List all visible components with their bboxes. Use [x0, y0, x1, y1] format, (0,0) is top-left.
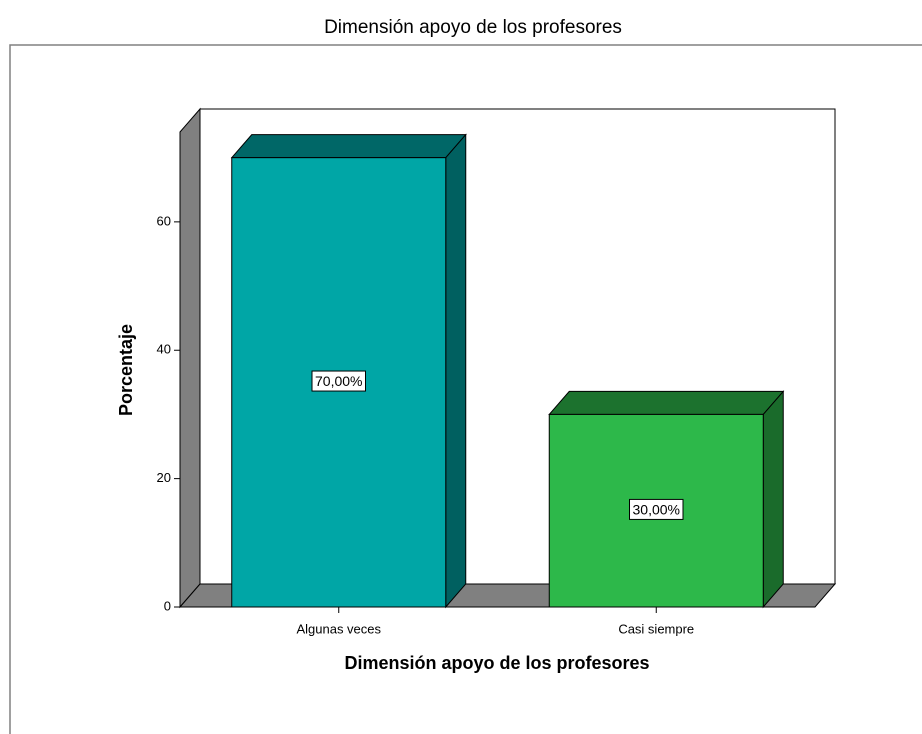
value-label: 30,00%	[633, 501, 680, 517]
bar-side	[762, 390, 784, 609]
value-label-box	[311, 370, 366, 392]
plot: 0 20 40 60 Algunas veces 70,00% Casi siempre 30…	[157, 107, 837, 636]
left-wall	[179, 107, 201, 609]
chart-title: Dimensión apoyo de los profesores	[324, 17, 622, 38]
y-axis-label: Porcentaje	[116, 324, 136, 416]
x-axis-label: Dimensión apoyo de los profesores	[344, 653, 649, 673]
value-label-box	[629, 498, 684, 520]
x-tick-label: Algunas veces	[296, 621, 381, 636]
bar-side	[445, 133, 467, 609]
y-tick-label: 40	[157, 342, 171, 357]
y-tick-label: 0	[164, 598, 171, 613]
bar-top	[230, 134, 467, 159]
x-tick-label: Casi siempre	[618, 621, 694, 636]
y-tick-label: 20	[157, 470, 171, 485]
frame	[9, 44, 922, 734]
bar-top	[548, 390, 785, 415]
y-tick-label: 60	[157, 213, 171, 228]
value-label: 70,00%	[315, 373, 362, 389]
